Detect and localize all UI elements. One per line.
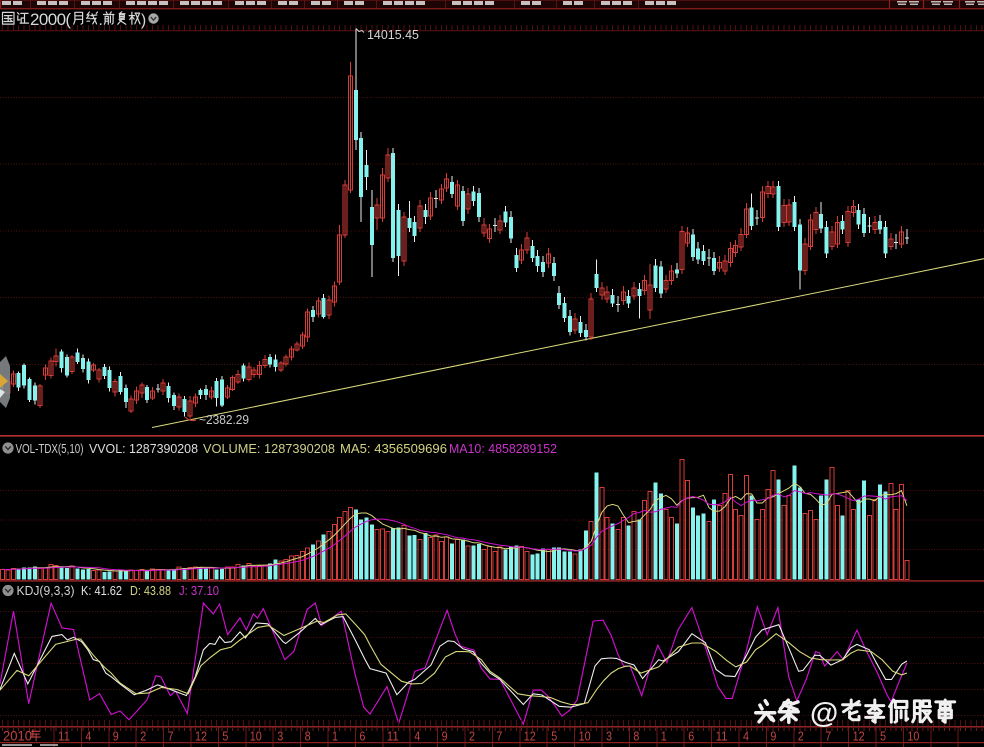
svg-text:8: 8 xyxy=(305,729,311,744)
svg-text:11: 11 xyxy=(387,729,399,744)
svg-text:10: 10 xyxy=(907,729,919,744)
svg-text:11: 11 xyxy=(58,729,70,744)
svg-text:2000(: 2000( xyxy=(30,10,71,29)
svg-text:14015.45: 14015.45 xyxy=(367,28,419,42)
svg-text:7: 7 xyxy=(496,729,502,744)
svg-text:VVOL: 1287390208: VVOL: 1287390208 xyxy=(89,442,198,456)
svg-text:7: 7 xyxy=(168,729,174,744)
svg-text:4: 4 xyxy=(414,729,420,744)
svg-text:9: 9 xyxy=(442,729,448,744)
svg-text:8: 8 xyxy=(633,729,639,744)
svg-text:J: 37.10: J: 37.10 xyxy=(179,584,219,598)
svg-text:9: 9 xyxy=(770,729,776,744)
svg-text:6: 6 xyxy=(688,729,694,744)
svg-text:3: 3 xyxy=(606,729,612,744)
svg-text:5: 5 xyxy=(222,729,228,744)
svg-text:2: 2 xyxy=(469,729,475,744)
svg-text:K: 41.62: K: 41.62 xyxy=(81,584,122,598)
svg-text:10: 10 xyxy=(250,729,262,744)
svg-text:@: @ xyxy=(810,698,838,730)
svg-text:9: 9 xyxy=(113,729,119,744)
svg-text:VOL-TDX(5,10): VOL-TDX(5,10) xyxy=(16,442,84,456)
svg-text:5: 5 xyxy=(551,729,557,744)
svg-text:2: 2 xyxy=(140,729,146,744)
svg-text:5: 5 xyxy=(880,729,886,744)
svg-text:KDJ(9,3,3): KDJ(9,3,3) xyxy=(17,584,75,598)
svg-text:1: 1 xyxy=(332,729,338,744)
svg-text:12: 12 xyxy=(524,729,536,744)
svg-text:12: 12 xyxy=(853,729,865,744)
svg-text:.: . xyxy=(99,12,103,29)
svg-text:1: 1 xyxy=(661,729,667,744)
svg-text:VOLUME: 1287390208: VOLUME: 1287390208 xyxy=(203,442,335,456)
svg-text:7: 7 xyxy=(825,729,831,744)
svg-text:12: 12 xyxy=(195,729,207,744)
svg-text:~2382.29: ~2382.29 xyxy=(199,413,249,427)
svg-text:11: 11 xyxy=(716,729,728,744)
svg-text:4: 4 xyxy=(85,729,91,744)
svg-text:): ) xyxy=(141,12,146,29)
svg-text:10: 10 xyxy=(579,729,591,744)
svg-text:MA10: 4858289152: MA10: 4858289152 xyxy=(449,442,557,456)
svg-text:3: 3 xyxy=(277,729,283,744)
svg-text:MA5: 4356509696: MA5: 4356509696 xyxy=(340,442,447,456)
svg-text:2: 2 xyxy=(798,729,804,744)
svg-text:6: 6 xyxy=(359,729,365,744)
svg-text:2010: 2010 xyxy=(3,729,32,744)
svg-text:D: 43.88: D: 43.88 xyxy=(130,584,171,598)
svg-text:4: 4 xyxy=(743,729,749,744)
